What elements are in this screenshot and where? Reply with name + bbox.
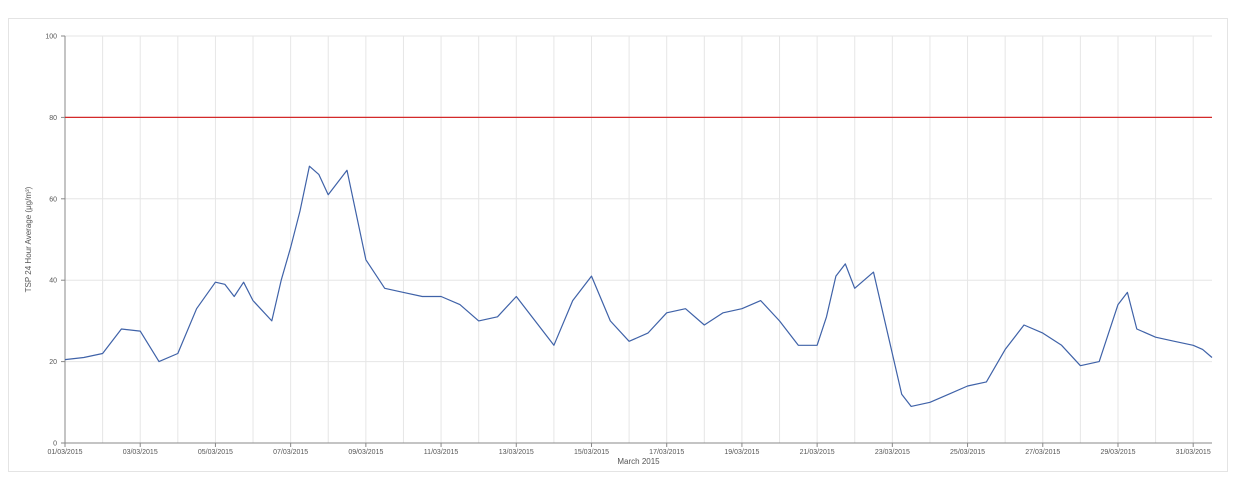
y-tick-labels: 0 20 40 60 80 100 [45,34,65,448]
chart-frame: 0 20 40 60 80 100 01/03/2015 03/03/2015 05/03/2… [8,18,1228,472]
x-tick-label: 23/03/2015 [875,449,910,456]
x-tick-label: 31/03/2015 [1176,449,1211,456]
y-tick-label: 0 [53,441,57,448]
y-tick-label: 60 [49,196,57,203]
x-tick-label: 07/03/2015 [273,449,308,456]
x-tick-label: 15/03/2015 [574,449,609,456]
gridlines [65,35,1212,443]
x-tick-label: 29/03/2015 [1100,449,1135,456]
x-tick-label: 17/03/2015 [649,449,684,456]
x-tick-label: 27/03/2015 [1025,449,1060,456]
y-tick-label: 80 [49,115,57,122]
x-tick-label: 21/03/2015 [800,449,835,456]
y-tick-label: 100 [45,34,57,41]
series-line [64,165,1213,407]
x-tick-label: 13/03/2015 [499,449,534,456]
x-tick-label: 01/03/2015 [47,449,82,456]
x-tick-label: 09/03/2015 [348,449,383,456]
series-layer [64,165,1213,407]
x-tick-label: 03/03/2015 [123,449,158,456]
x-tick-label: 19/03/2015 [724,449,759,456]
x-axis-title: March 2015 [617,457,660,466]
x-tick-labels: 01/03/2015 03/03/2015 05/03/2015 07/03/2015… [47,443,1211,456]
y-axis-title: TSP 24 Hour Average (μg/m³) [24,186,33,292]
line-chart: 0 20 40 60 80 100 01/03/2015 03/03/2015 05/03/2… [24,34,1213,466]
y-tick-label: 20 [49,359,57,366]
x-tick-label: 25/03/2015 [950,449,985,456]
y-tick-label: 40 [49,278,57,285]
axes [64,36,1212,444]
x-tick-label: 11/03/2015 [424,449,459,456]
x-tick-label: 05/03/2015 [198,449,233,456]
